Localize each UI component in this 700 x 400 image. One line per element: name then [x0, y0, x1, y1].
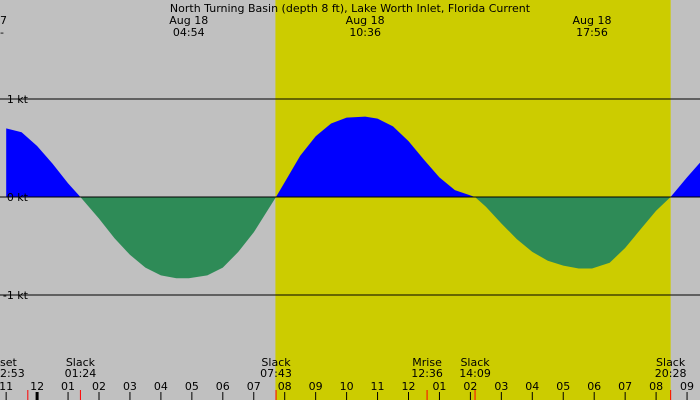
- event-time: 07:43: [260, 367, 292, 380]
- y-tick-label: 1 kt: [7, 93, 29, 106]
- chart-title: North Turning Basin (depth 8 ft), Lake W…: [170, 2, 531, 15]
- event-label: Mrise: [412, 356, 442, 369]
- x-hour-label: 05: [185, 380, 199, 393]
- flood-current-area: [6, 116, 700, 197]
- ebb-current-area: [6, 197, 700, 279]
- x-hour-label: 08: [278, 380, 292, 393]
- event-time: 01:24: [65, 367, 97, 380]
- x-hour-label: 04: [154, 380, 168, 393]
- y-tick-label: -1 kt: [3, 289, 29, 302]
- x-hour-label: 10: [340, 380, 354, 393]
- x-hour-label: 08: [649, 380, 663, 393]
- y-tick-label: 0 kt: [7, 191, 29, 204]
- extreme-date: Aug 18: [573, 14, 612, 27]
- y-gridlines: [0, 98, 700, 296]
- x-hour-label: 09: [680, 380, 694, 393]
- extreme-time: 04:54: [173, 26, 205, 39]
- event-time: 2:53: [0, 367, 25, 380]
- fragment-date: 7: [0, 14, 7, 27]
- event-labels: set2:53Slack01:24Slack07:43Mrise12:36Sla…: [0, 356, 686, 400]
- x-hour-label: 01: [61, 380, 75, 393]
- x-hour-label: 03: [494, 380, 508, 393]
- event-time: 12:36: [411, 367, 443, 380]
- event-label: Slack: [261, 356, 291, 369]
- x-hour-label: 12: [30, 380, 44, 393]
- x-hour-label: 11: [371, 380, 385, 393]
- x-hour-label: 03: [123, 380, 137, 393]
- x-hour-label: 09: [309, 380, 323, 393]
- x-hour-tick-labels: 11 12 01 02 03 04 05 06 07 08 09 10 11 12 01 02 03 04 05 06…: [0, 380, 694, 400]
- extreme-date: Aug 18: [346, 14, 385, 27]
- x-hour-label: 06: [587, 380, 601, 393]
- x-hour-label: 11: [0, 380, 13, 393]
- x-hour-label: 06: [216, 380, 230, 393]
- event-label: Slack: [460, 356, 490, 369]
- x-hour-label: 02: [92, 380, 106, 393]
- event-label: set: [0, 356, 17, 369]
- fragment-time: -: [0, 26, 4, 39]
- x-hour-label: 12: [402, 380, 416, 393]
- extreme-date: Aug 18: [169, 14, 208, 27]
- left-edge-fragment: 7 -: [0, 14, 7, 39]
- x-hour-label: 01: [432, 380, 446, 393]
- x-hour-label: 05: [556, 380, 570, 393]
- event-time: 14:09: [459, 367, 491, 380]
- extreme-time: 10:36: [349, 26, 381, 39]
- x-hour-label: 02: [463, 380, 477, 393]
- x-hour-label: 07: [618, 380, 632, 393]
- event-label: Slack: [656, 356, 686, 369]
- x-hour-label: 04: [525, 380, 539, 393]
- event-time: 20:28: [655, 367, 687, 380]
- extreme-time: 17:56: [576, 26, 608, 39]
- x-hour-label: 07: [247, 380, 261, 393]
- y-tick-labels: 1 kt 0 kt -1 kt: [3, 93, 29, 302]
- event-label: Slack: [66, 356, 96, 369]
